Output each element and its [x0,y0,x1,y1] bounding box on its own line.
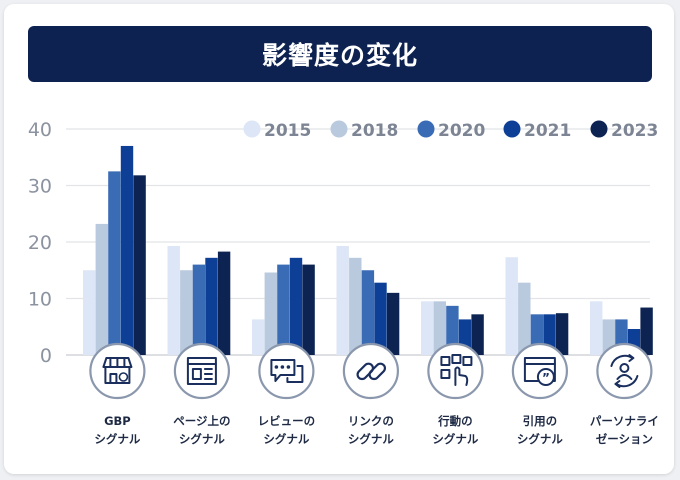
category-label: シグナル [348,432,394,446]
bar [505,257,518,355]
personalization-icon [596,342,653,400]
chart-title: 影響度の変化 [28,26,652,82]
category-label: シグナル [94,432,140,446]
bar [518,282,531,355]
y-tick-label: 10 [28,289,52,311]
legend-swatch [590,120,608,138]
bar [289,257,303,355]
bar [446,305,459,355]
bar [167,245,180,355]
category-label: シグナル [263,432,309,446]
bar [590,301,603,355]
bar [361,270,375,355]
legend-swatch [243,120,261,138]
bar [433,301,446,355]
legend-label: 2018 [351,121,398,141]
bar [264,272,277,355]
legend-label: 2021 [524,121,571,141]
legend-swatch [417,120,435,138]
svg-text:”: ” [542,371,550,385]
y-tick-label: 20 [28,232,52,254]
category-label: ページ上の [173,414,230,428]
bar [205,257,218,355]
bar [180,270,193,355]
category-label: 行動の [437,414,473,428]
bar [277,264,290,355]
bar [192,264,206,355]
bar [95,223,108,355]
bar [640,307,653,355]
legend-label: 2020 [438,121,485,141]
touch-icon [427,342,484,400]
bar [252,319,265,355]
legend-label: 2015 [264,121,311,141]
bar [217,251,231,355]
bar [133,175,146,355]
legend-label: 2023 [611,121,658,141]
link-icon [342,342,399,400]
bar [386,292,400,355]
y-tick-label: 40 [28,119,52,141]
category-label: レビューの [258,414,316,428]
category-label: シグナル [517,432,563,446]
category-label: GBP [104,414,131,428]
bar [336,245,349,355]
store-icon [89,342,146,400]
bar [471,314,484,355]
bar [120,145,134,355]
icon-ring [258,342,315,400]
legend-swatch [503,120,521,138]
bar [374,282,387,355]
webpage-icon [173,342,230,400]
category-label: 引用の [523,414,558,428]
bar [302,264,315,355]
bar [421,301,434,355]
category-label: リンクの [348,414,394,428]
category-label: ゼーション [596,432,653,446]
icon-ring [89,342,146,400]
category-label: パーソナライ [590,414,659,428]
bar [349,257,362,355]
category-label: シグナル [432,432,478,446]
bar [83,270,96,355]
category-label: シグナル [179,432,225,446]
y-tick-label: 30 [28,176,52,198]
review-icon [258,342,315,400]
y-tick-label: 0 [40,345,52,367]
bar [108,171,121,355]
legend-swatch [330,120,348,138]
bar [555,313,569,355]
citation-icon: ” [511,342,569,400]
